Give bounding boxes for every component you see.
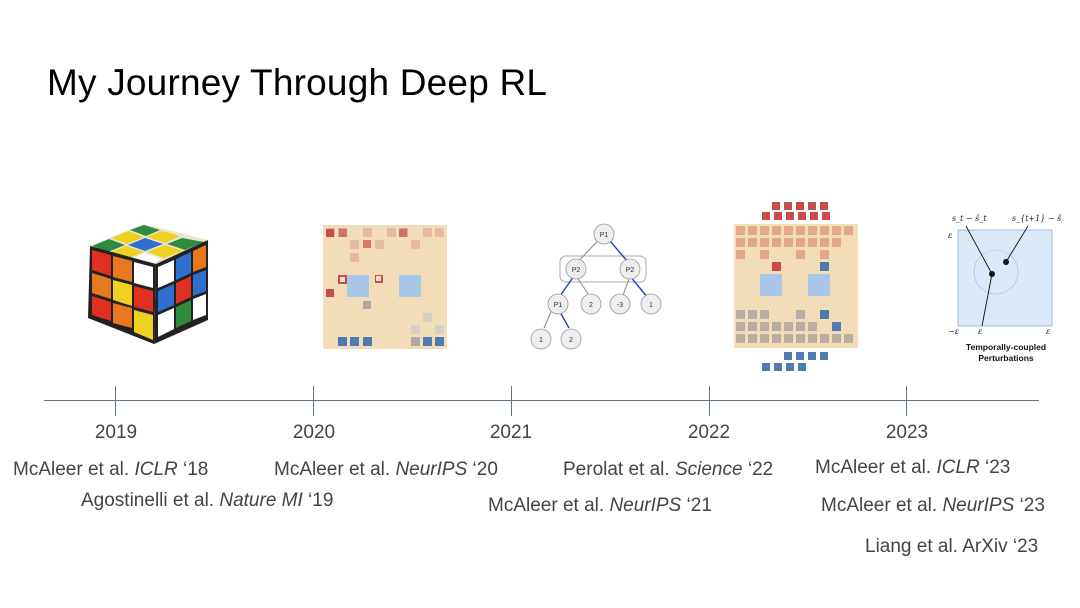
game-tree-image: P1 P2 P2 P1 2 -3 1 1 2 [530, 223, 662, 350]
perturbation-label-right: s_{t+1} − ŝ_{t+1} [1012, 214, 1062, 223]
tree-node-9: 2 [569, 337, 573, 344]
citation-neurips-23: McAleer et al. NeurIPS ‘23 [821, 495, 1045, 516]
tree-node-5: 2 [589, 302, 593, 309]
timeline-tick-2023 [906, 386, 907, 416]
timeline-tick-2020 [313, 386, 314, 416]
citation-iclr-18: McAleer et al. ICLR ‘18 [13, 459, 209, 480]
stratego-board-large-image [734, 202, 858, 371]
timeline-tick-2019 [115, 386, 116, 416]
year-label-2023: 2023 [885, 422, 929, 443]
citation-science-22: Perolat et al. Science ‘22 [563, 459, 774, 480]
citation-nature-mi-19: Agostinelli et al. Nature MI ‘19 [81, 490, 334, 511]
citation-iclr-23: McAleer et al. ICLR ‘23 [815, 457, 1011, 478]
perturbation-label-left: s_t − ŝ_t [952, 214, 987, 223]
year-label-2020: 2020 [292, 422, 336, 443]
perturbation-axis-top: ε [948, 231, 952, 240]
perturbation-caption-line2: Perturbations [978, 353, 1034, 363]
rubiks-cube-image [88, 224, 208, 344]
tree-node-7: 1 [649, 302, 653, 309]
tree-node-3: P2 [626, 267, 635, 274]
perturbation-axis-mid: ε [978, 327, 982, 336]
perturbation-axis-left: −ε [948, 327, 959, 336]
timeline-axis [44, 400, 1039, 401]
perturbation-diagram-image: s_t − ŝ_t s_{t+1} − ŝ_{t+1} ε −ε ε ε Tem… [948, 214, 1062, 363]
tree-node-8: 1 [539, 337, 543, 344]
citation-neurips-20: McAleer et al. NeurIPS ‘20 [274, 459, 498, 480]
slide-title: My Journey Through Deep RL [47, 62, 548, 103]
perturbation-axis-right: ε [1046, 327, 1050, 336]
year-label-2022: 2022 [687, 422, 731, 443]
tree-node-2: P2 [572, 267, 581, 274]
citation-arxiv-23: Liang et al. ArXiv ‘23 [865, 536, 1039, 557]
citation-neurips-21: McAleer et al. NeurIPS ‘21 [488, 495, 712, 516]
year-label-2021: 2021 [489, 422, 533, 443]
stratego-board-image [323, 225, 447, 349]
year-label-2019: 2019 [94, 422, 138, 443]
tree-node-6: -3 [617, 302, 623, 309]
timeline-tick-2021 [511, 386, 512, 416]
tree-node-4: P1 [554, 302, 563, 309]
tree-node-1: P1 [600, 232, 609, 239]
timeline-tick-2022 [709, 386, 710, 416]
perturbation-caption-line1: Temporally-coupled [966, 342, 1046, 352]
